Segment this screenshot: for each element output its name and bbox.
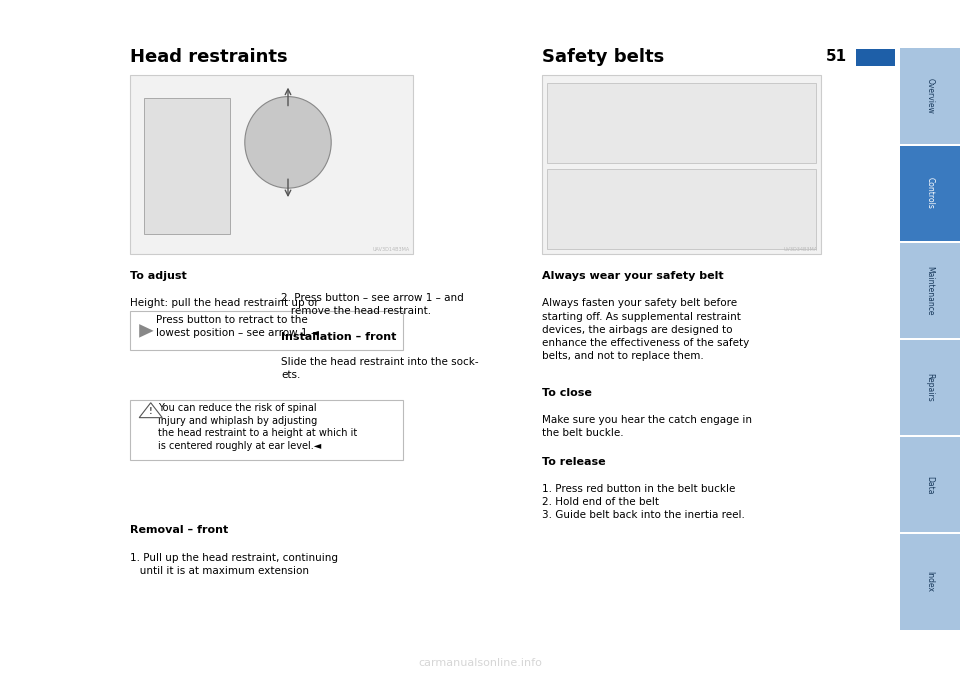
Text: Make sure you hear the catch engage in
the belt buckle.: Make sure you hear the catch engage in t…: [542, 415, 753, 438]
Text: !: !: [149, 407, 153, 416]
Text: Safety belts: Safety belts: [542, 48, 664, 66]
Bar: [900, 243, 960, 338]
Bar: [130, 75, 413, 254]
Text: 51: 51: [826, 49, 847, 64]
Text: 1. Press red button in the belt buckle
2. Hold end of the belt
3. Guide belt bac: 1. Press red button in the belt buckle 2…: [542, 484, 745, 521]
Polygon shape: [139, 403, 162, 418]
Ellipse shape: [245, 97, 331, 188]
Bar: [130, 311, 403, 350]
Text: UV3D34B3MA: UV3D34B3MA: [783, 247, 818, 252]
Text: Data: Data: [925, 475, 935, 494]
Text: To adjust: To adjust: [130, 271, 186, 281]
Text: Repairs: Repairs: [925, 373, 935, 402]
Text: UAV3D14B3MA: UAV3D14B3MA: [372, 247, 410, 252]
Bar: [900, 48, 960, 144]
Polygon shape: [139, 324, 154, 338]
Text: Removal – front: Removal – front: [130, 525, 228, 535]
Text: 2. Press button – see arrow 1 – and
   remove the head restraint.: 2. Press button – see arrow 1 – and remo…: [281, 293, 464, 316]
Text: Slide the head restraint into the sock-
ets.: Slide the head restraint into the sock- …: [281, 357, 479, 380]
Bar: [130, 400, 403, 460]
Bar: [856, 49, 895, 66]
Bar: [900, 340, 960, 435]
Text: Always wear your safety belt: Always wear your safety belt: [542, 271, 724, 281]
Text: Always fasten your safety belt before
starting off. As supplemental restraint
de: Always fasten your safety belt before st…: [542, 298, 750, 361]
Bar: [900, 437, 960, 532]
Text: Controls: Controls: [925, 177, 935, 210]
Text: Installation – front: Installation – front: [281, 332, 396, 342]
Text: Height: pull the head restraint up or
push it down.: Height: pull the head restraint up or pu…: [130, 298, 318, 321]
Bar: [900, 146, 960, 241]
Text: Maintenance: Maintenance: [925, 266, 935, 315]
Bar: [900, 534, 960, 630]
Text: carmanualsonline.info: carmanualsonline.info: [418, 658, 542, 668]
Text: Head restraints: Head restraints: [130, 48, 287, 66]
Text: To release: To release: [542, 457, 606, 467]
Text: You can reduce the risk of spinal
injury and whiplash by adjusting
the head rest: You can reduce the risk of spinal injury…: [158, 403, 358, 451]
Text: 1. Pull up the head restraint, continuing
   until it is at maximum extension: 1. Pull up the head restraint, continuin…: [130, 553, 338, 576]
Text: Adjust the angle of the front head
restraints by tilting them manually.: Adjust the angle of the front head restr…: [130, 401, 313, 424]
Text: To close: To close: [542, 388, 592, 398]
Bar: [144, 98, 230, 234]
Text: Overview: Overview: [925, 78, 935, 114]
Bar: [542, 75, 821, 254]
Text: Index: Index: [925, 572, 935, 593]
Bar: [547, 83, 816, 163]
Bar: [547, 169, 816, 249]
Text: Press button to retract to the
lowest position – see arrow 1.◄: Press button to retract to the lowest po…: [156, 315, 320, 338]
